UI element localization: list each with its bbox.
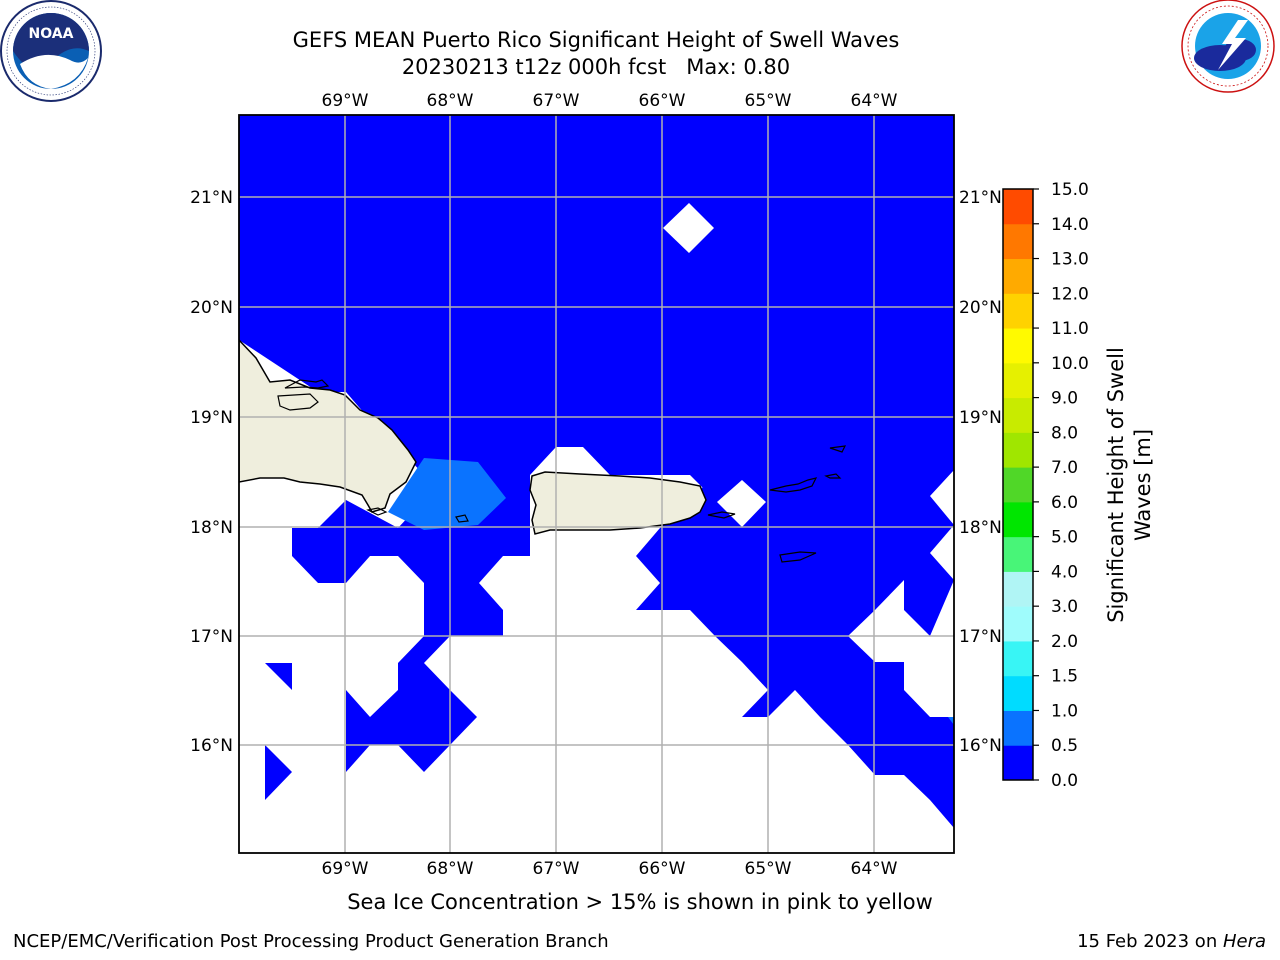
lon-tick-label: 68°W bbox=[427, 859, 474, 879]
lon-tick-label: 69°W bbox=[322, 859, 369, 879]
lat-tick-label: 16°N bbox=[190, 736, 233, 756]
colorbar-tick-label: 10.0 bbox=[1051, 354, 1089, 374]
lon-tick-label: 66°W bbox=[639, 91, 686, 111]
colorbar-frame bbox=[1002, 188, 1034, 781]
sea-ice-note: Sea Ice Concentration > 15% is shown in … bbox=[0, 890, 1280, 914]
colorbar-tick-label: 0.0 bbox=[1051, 771, 1078, 791]
colorbar-tick-label: 12.0 bbox=[1051, 284, 1089, 304]
lat-tick-label: 19°N bbox=[190, 408, 233, 428]
lon-tick-label: 64°W bbox=[851, 859, 898, 879]
colorbar-tick-label: 2.0 bbox=[1051, 632, 1078, 652]
land-st-croix bbox=[779, 551, 817, 563]
lat-tick-label: 17°N bbox=[959, 627, 1002, 647]
colorbar-swatch bbox=[1003, 223, 1033, 260]
lat-tick-label: 20°N bbox=[959, 298, 1002, 318]
swell-fragment bbox=[265, 745, 292, 800]
colorbar-swatch bbox=[1003, 606, 1033, 642]
colorbar-swatch bbox=[1003, 710, 1033, 746]
land-tortuga bbox=[284, 379, 330, 389]
lon-tick-label: 65°W bbox=[745, 91, 792, 111]
colorbar-label-line2: Waves [m] bbox=[1131, 429, 1155, 541]
land-hispaniola-north bbox=[277, 393, 319, 411]
colorbar-tick-label: 8.0 bbox=[1051, 423, 1078, 443]
no-data-patch bbox=[717, 480, 766, 527]
colorbar-tick-label: 5.0 bbox=[1051, 528, 1078, 548]
colorbar-swatch bbox=[1003, 675, 1033, 711]
lat-tick-label: 18°N bbox=[959, 518, 1002, 538]
colorbar-swatch bbox=[1003, 362, 1033, 399]
no-data-patch bbox=[663, 203, 714, 253]
lon-tick-label: 65°W bbox=[745, 859, 792, 879]
footer-date: 15 Feb 2023 on Hera bbox=[1077, 931, 1266, 952]
lat-tick-label: 16°N bbox=[959, 736, 1002, 756]
colorbar-tick-label: 6.0 bbox=[1051, 493, 1078, 513]
colorbar-tick-label: 13.0 bbox=[1051, 250, 1089, 270]
lon-tick-labels-bottom: 69°W 68°W 67°W 66°W 65°W 64°W bbox=[322, 859, 898, 879]
swell-field-mid bbox=[948, 717, 954, 725]
swell-field-main bbox=[239, 115, 954, 828]
map-frame bbox=[238, 114, 955, 854]
footer-branch: NCEP/EMC/Verification Post Processing Pr… bbox=[13, 931, 609, 952]
colorbar-swatch bbox=[1003, 536, 1033, 572]
colorbar-label-line1: Significant Height of Swell bbox=[1104, 347, 1128, 623]
colorbar-swatch bbox=[1003, 432, 1033, 468]
colorbar-swatch bbox=[1003, 501, 1033, 538]
land-vieques bbox=[707, 511, 736, 519]
lat-tick-label: 19°N bbox=[959, 408, 1002, 428]
lat-tick-label: 20°N bbox=[190, 298, 233, 318]
colorbar: 0.0 0.5 1.0 1.5 2.0 3.0 4.0 5.0 6.0 7.0 8.0 9.0 10.0… bbox=[1002, 180, 1089, 791]
colorbar-tick-label: 9.0 bbox=[1051, 389, 1078, 409]
colorbar-tick-label: 3.0 bbox=[1051, 597, 1078, 617]
land-virgin-islands bbox=[769, 477, 818, 493]
colorbar-swatch bbox=[1003, 745, 1033, 781]
lon-tick-label: 67°W bbox=[533, 91, 580, 111]
land-mona bbox=[455, 514, 469, 523]
colorbar-swatch bbox=[1003, 571, 1033, 607]
colorbar-swatch bbox=[1003, 258, 1033, 294]
lon-tick-labels-top: 69°W 68°W 67°W 66°W 65°W 64°W bbox=[322, 91, 898, 111]
colorbar-swatch bbox=[1003, 640, 1033, 677]
lon-tick-label: 66°W bbox=[639, 859, 686, 879]
footer-host: Hera bbox=[1222, 931, 1266, 952]
land-saona bbox=[366, 507, 388, 516]
noaa-logo: NOAA bbox=[0, 0, 102, 102]
swell-field-mid bbox=[388, 458, 506, 530]
footer-date-text: 15 Feb 2023 on bbox=[1077, 931, 1223, 952]
lon-tick-label: 64°W bbox=[851, 91, 898, 111]
map-title: GEFS MEAN Puerto Rico Significant Height… bbox=[292, 28, 900, 52]
lon-tick-label: 69°W bbox=[322, 91, 369, 111]
swell-fragment bbox=[265, 663, 292, 690]
lon-tick-label: 67°W bbox=[533, 859, 580, 879]
colorbar-swatch bbox=[1003, 189, 1033, 225]
colorbar-tick-label: 15.0 bbox=[1051, 180, 1089, 200]
map-subtitle: 20230213 t12z 000h fcst Max: 0.80 bbox=[401, 55, 791, 79]
lat-tick-label: 18°N bbox=[190, 518, 233, 538]
graticule bbox=[239, 115, 954, 853]
colorbar-tick-label: 0.5 bbox=[1051, 736, 1078, 756]
colorbar-tick-label: 11.0 bbox=[1051, 319, 1089, 339]
lat-tick-labels-left: 21°N 20°N 19°N 18°N 17°N 16°N bbox=[190, 188, 233, 756]
lat-tick-label: 17°N bbox=[190, 627, 233, 647]
colorbar-tick-label: 7.0 bbox=[1051, 458, 1078, 478]
colorbar-swatch bbox=[1003, 328, 1033, 364]
lon-tick-label: 68°W bbox=[427, 91, 474, 111]
svg-text:NOAA: NOAA bbox=[29, 26, 74, 42]
colorbar-tick-label: 1.5 bbox=[1051, 667, 1078, 687]
lat-tick-label: 21°N bbox=[959, 188, 1002, 208]
colorbar-swatch bbox=[1003, 293, 1033, 329]
colorbar-tick-label: 4.0 bbox=[1051, 562, 1078, 582]
land-anegada bbox=[824, 473, 842, 479]
lat-tick-labels-right: 21°N 20°N 19°N 18°N 17°N 16°N bbox=[959, 188, 1002, 756]
land-anguilla bbox=[829, 445, 847, 453]
colorbar-swatch bbox=[1003, 397, 1033, 433]
nws-logo bbox=[1181, 0, 1275, 93]
map-plot-area bbox=[239, 115, 954, 853]
lat-tick-label: 21°N bbox=[190, 188, 233, 208]
colorbar-tick-label: 14.0 bbox=[1051, 215, 1089, 235]
colorbar-swatch bbox=[1003, 467, 1033, 503]
colorbar-tick-label: 1.0 bbox=[1051, 701, 1078, 721]
sea-ice-note-text: Sea Ice Concentration > 15% is shown in … bbox=[347, 890, 933, 914]
